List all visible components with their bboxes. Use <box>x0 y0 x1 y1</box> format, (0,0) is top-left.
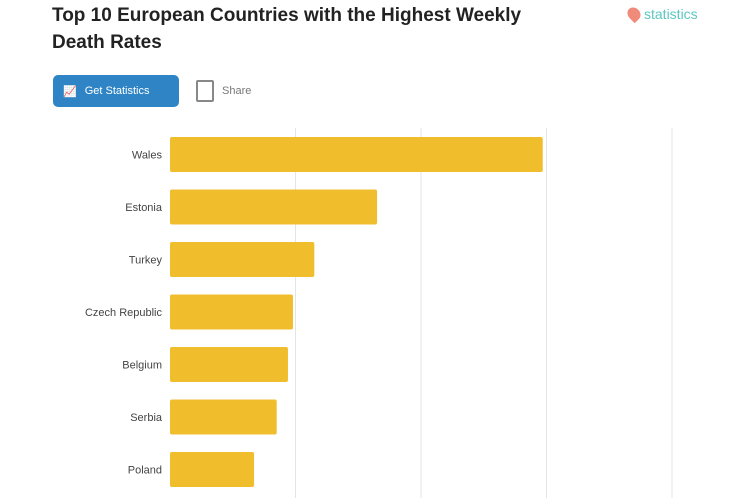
chart-icon: 📈 <box>63 85 77 98</box>
bar[interactable] <box>170 242 315 277</box>
category-label: Turkey <box>129 255 163 267</box>
category-label: Estonia <box>125 202 163 214</box>
button-label: Get Statistics <box>84 85 150 97</box>
logo-text: statistics <box>644 6 698 22</box>
category-label: Poland <box>128 465 162 477</box>
chart-title: Top 10 European Countries with the Highe… <box>52 5 522 53</box>
statistics-button[interactable]: 📈 Get Statistics <box>53 75 179 107</box>
brand-logo[interactable]: statistics <box>624 4 698 24</box>
bar[interactable] <box>170 189 378 225</box>
share-button[interactable]: Share <box>190 75 268 107</box>
bar[interactable] <box>170 347 288 382</box>
bar[interactable] <box>170 452 255 487</box>
button-label: Share <box>222 85 252 97</box>
document-icon <box>196 80 214 102</box>
bar[interactable] <box>170 294 293 330</box>
bar[interactable] <box>170 137 543 172</box>
category-label: Belgium <box>122 360 162 372</box>
category-label: Czech Republic <box>85 307 163 319</box>
bar[interactable] <box>170 399 277 435</box>
category-label: Wales <box>132 150 163 162</box>
category-label: Serbia <box>130 412 163 424</box>
